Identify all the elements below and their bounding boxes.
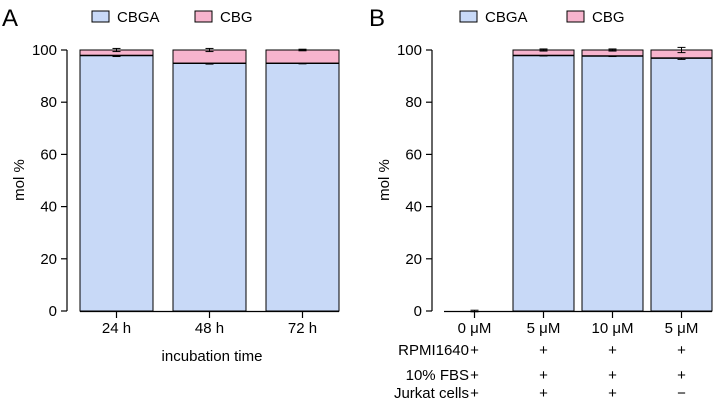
panel-b-bar-cbga-3 [650,57,713,312]
condition-label-rpmi1640: RPMI1640 [398,342,469,359]
legend-a-cbga-swatch [91,10,110,23]
panel-a-bar-cbga-1 [172,62,247,312]
panel-a-y-tick-label: 20 [40,251,57,268]
panel-a-x-axis-title: incubation time [162,348,263,365]
panel-a-bar-cbga-0 [79,54,154,312]
panel-b-y-tick-label: 80 [405,94,422,111]
condition-mark: + [539,367,548,384]
condition-mark: + [470,385,479,402]
panel-a-y-tick-label: 100 [32,42,57,59]
panel-b-y-tick-label: 40 [405,199,422,216]
condition-mark: + [608,342,617,359]
panel-a-y-axis-title: mol % [11,159,28,201]
condition-mark: + [677,367,686,384]
chart-marks: 0 20 40 60 80 100 24 h 48 h 72 h 0 20 40 60 80 100 0 μM… [32,42,713,402]
legend-b-cbga-swatch [459,10,478,23]
legend-b-cbga-label: CBGA [485,9,528,26]
condition-mark: + [539,342,548,359]
condition-mark: + [608,385,617,402]
condition-mark: + [677,342,686,359]
condition-mark: + [470,342,479,359]
panel-b-bar-cbga-2 [581,55,644,312]
panel-a-x-tick-label: 48 h [195,320,224,337]
panel-a-x-tick-label: 24 h [102,320,131,337]
legend-b-cbg-swatch [566,10,585,23]
panel-a-y-tick-label: 0 [49,303,57,320]
panel-letter-b: B [369,5,385,32]
panel-b-y-axis-title: mol % [376,159,393,201]
legend-a-cbg-swatch [194,10,213,23]
panel-b-y-tick-label: 0 [414,303,422,320]
condition-label-fbs: 10% FBS [406,367,469,384]
panel-a-x-tick-label: 72 h [288,320,317,337]
condition-mark: + [539,385,548,402]
panel-a-y-tick-label: 80 [40,94,57,111]
panel-letter-a: A [2,5,18,32]
legend-b-cbg-label: CBG [592,9,625,26]
legend-a-cbg-label: CBG [220,9,253,26]
condition-mark: + [470,367,479,384]
legend-a-cbga-label: CBGA [117,9,160,26]
panel-b-bar-cbga-1 [512,54,575,312]
panel-a-y-tick-label: 60 [40,146,57,163]
condition-mark: − [677,385,686,402]
panel-b-x-tick-label: 5 μM [527,320,561,337]
panel-a-bar-cbg-2 [265,49,340,64]
panel-a-bar-cbga-2 [265,62,340,312]
panel-a-y-tick-label: 40 [40,199,57,216]
panel-b-x-tick-label: 0 μM [458,320,492,337]
panel-b-y-tick-label: 20 [405,251,422,268]
condition-label-jurkat: Jurkat cells [394,385,469,402]
panel-b-x-tick-label: 10 μM [592,320,634,337]
panel-b-y-tick-label: 60 [405,146,422,163]
panel-b-y-tick-label: 100 [397,42,422,59]
condition-mark: + [608,367,617,384]
panel-b-x-tick-label: 5 μM [665,320,699,337]
